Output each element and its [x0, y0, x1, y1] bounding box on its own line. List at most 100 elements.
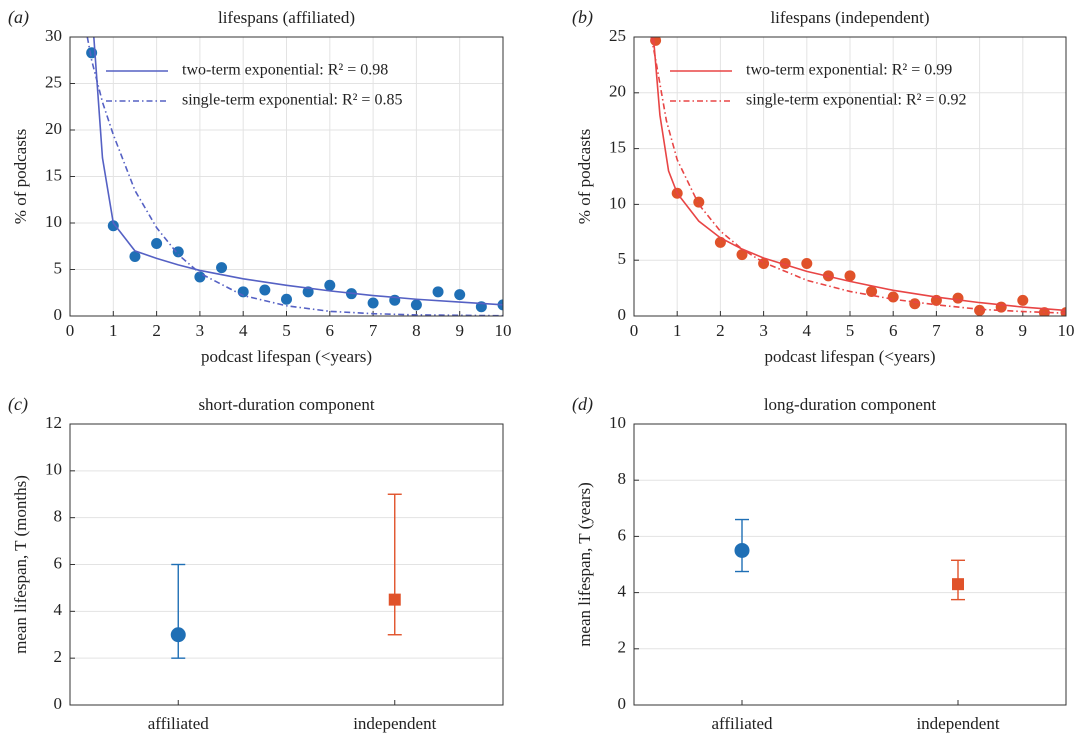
y-tick-label: 4 [618, 582, 627, 601]
data-point [909, 298, 921, 310]
x-tick-label: affiliated [148, 714, 210, 733]
x-tick-label: 8 [975, 321, 984, 340]
x-tick-label: 2 [152, 321, 161, 340]
data-point [151, 237, 163, 249]
x-tick-label: 4 [803, 321, 812, 340]
x-tick-label: independent [353, 714, 436, 733]
y-tick-label: 20 [609, 82, 626, 101]
x-tick-label: 0 [630, 321, 639, 340]
y-tick-label: 6 [618, 525, 627, 544]
y-axis-label: mean lifespan, T (years) [575, 482, 594, 647]
plot-frame [69, 36, 504, 317]
x-tick-label: 5 [282, 321, 291, 340]
y-tick-label: 10 [45, 460, 62, 479]
y-tick-label: 10 [45, 212, 62, 231]
panel-label: (a) [8, 7, 29, 28]
x-tick-label: 9 [1019, 321, 1028, 340]
x-axis-label: podcast lifespan (<years) [201, 347, 372, 366]
y-tick-label: 2 [618, 638, 627, 657]
x-tick-label: 1 [673, 321, 682, 340]
legend-label: single-term exponential: R² = 0.85 [182, 92, 402, 109]
data-point [170, 627, 186, 643]
y-axis-label: % of podcasts [575, 129, 594, 224]
fit-line [650, 37, 1066, 315]
data-point [107, 220, 119, 232]
panel-label: (b) [572, 7, 593, 28]
plot-content [650, 37, 1066, 316]
y-axis-label: % of podcasts [11, 129, 30, 224]
data-point [410, 299, 422, 311]
data-point [388, 593, 401, 606]
data-point [844, 270, 856, 282]
y-tick-label: 2 [54, 647, 63, 666]
y-tick-label: 0 [618, 694, 627, 713]
data-point [952, 292, 964, 304]
y-tick-label: 8 [618, 469, 627, 488]
fit-line [93, 37, 503, 306]
data-point [216, 262, 228, 274]
chart-title: lifespans (independent) [770, 8, 929, 27]
y-tick-label: 12 [45, 413, 62, 432]
data-point [974, 304, 986, 316]
x-tick-label: independent [916, 714, 999, 733]
y-tick-label: 10 [609, 413, 626, 432]
data-point [736, 249, 748, 261]
y-tick-label: 25 [609, 26, 626, 45]
y-axis-label: mean lifespan, T (months) [11, 475, 30, 654]
data-point [281, 293, 292, 305]
fit-line [86, 37, 503, 316]
y-tick-label: 15 [609, 138, 626, 157]
x-tick-label: affiliated [711, 714, 773, 733]
data-point [866, 285, 878, 297]
y-tick-label: 20 [45, 119, 62, 138]
data-point [887, 291, 899, 303]
data-point [693, 196, 705, 208]
x-tick-label: 7 [369, 321, 378, 340]
y-tick-label: 30 [45, 26, 62, 45]
y-tick-label: 0 [618, 305, 627, 324]
x-tick-label: 7 [932, 321, 941, 340]
panel-label: (c) [8, 394, 28, 415]
y-tick-label: 8 [54, 507, 63, 526]
x-tick-label: 9 [455, 321, 464, 340]
data-point [259, 284, 271, 296]
x-tick-label: 3 [196, 321, 205, 340]
data-point [734, 542, 750, 558]
data-point [454, 289, 466, 301]
x-tick-label: 4 [239, 321, 248, 340]
chart-title: long-duration component [764, 395, 937, 414]
y-tick-label: 4 [54, 600, 63, 619]
y-tick-label: 10 [609, 193, 626, 212]
y-tick-label: 6 [54, 553, 63, 572]
plot-frame [633, 36, 1067, 317]
legend-label: two-term exponential: R² = 0.98 [182, 62, 388, 79]
data-point [367, 297, 379, 309]
x-tick-label: 10 [1058, 321, 1075, 340]
data-point [1017, 294, 1029, 306]
y-tick-label: 15 [45, 165, 62, 184]
plot-frame [633, 423, 1067, 706]
data-point [801, 258, 813, 270]
y-tick-label: 5 [54, 258, 63, 277]
x-tick-label: 8 [412, 321, 421, 340]
plot-area [634, 424, 1066, 705]
x-tick-label: 3 [759, 321, 768, 340]
x-tick-label: 6 [889, 321, 898, 340]
legend-label: single-term exponential: R² = 0.92 [746, 92, 966, 109]
legend-label: two-term exponential: R² = 0.99 [746, 62, 952, 79]
chart-title: short-duration component [198, 395, 374, 414]
plot-content [86, 37, 503, 316]
data-point [194, 271, 206, 283]
x-tick-label: 10 [495, 321, 512, 340]
plot-frame [69, 423, 504, 706]
y-tick-label: 0 [54, 305, 63, 324]
fit-line [652, 37, 1066, 312]
x-axis-label: podcast lifespan (<years) [764, 347, 935, 366]
data-point [172, 246, 184, 258]
y-tick-label: 5 [618, 249, 627, 268]
data-point [432, 286, 444, 298]
chart-title: lifespans (affiliated) [218, 8, 355, 27]
x-tick-label: 1 [109, 321, 118, 340]
y-tick-label: 0 [54, 694, 63, 713]
